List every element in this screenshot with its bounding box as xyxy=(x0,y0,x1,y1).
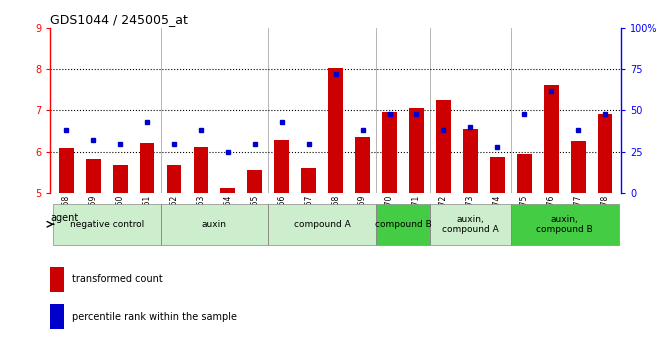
Bar xyxy=(376,204,430,245)
Bar xyxy=(160,204,269,245)
Bar xyxy=(269,204,376,245)
Text: compound A: compound A xyxy=(294,220,351,229)
Bar xyxy=(430,204,511,245)
Text: transformed count: transformed count xyxy=(71,275,162,284)
Text: auxin: auxin xyxy=(202,220,227,229)
Bar xyxy=(275,140,289,193)
Bar xyxy=(570,141,586,193)
Bar xyxy=(409,108,424,193)
Text: auxin,
compound A: auxin, compound A xyxy=(442,215,499,234)
Text: agent: agent xyxy=(51,213,79,223)
Bar xyxy=(382,112,397,193)
Bar xyxy=(436,100,451,193)
Text: GDS1044 / 245005_at: GDS1044 / 245005_at xyxy=(50,13,188,27)
Bar xyxy=(511,204,619,245)
Bar xyxy=(301,168,316,193)
Text: compound B: compound B xyxy=(375,220,432,229)
Bar xyxy=(86,159,101,193)
Bar xyxy=(544,85,558,193)
Bar xyxy=(463,129,478,193)
Text: auxin,
compound B: auxin, compound B xyxy=(536,215,593,234)
Bar xyxy=(166,166,182,193)
Bar xyxy=(50,267,64,292)
Bar xyxy=(140,143,154,193)
Bar xyxy=(355,137,370,193)
Bar xyxy=(59,148,73,193)
Bar xyxy=(50,304,64,328)
Bar xyxy=(194,147,208,193)
Text: negative control: negative control xyxy=(69,220,144,229)
Bar xyxy=(220,188,235,193)
Bar xyxy=(598,114,613,193)
Bar xyxy=(113,166,128,193)
Bar xyxy=(247,170,263,193)
Bar xyxy=(517,154,532,193)
Bar xyxy=(328,68,343,193)
Bar xyxy=(490,157,505,193)
Text: percentile rank within the sample: percentile rank within the sample xyxy=(71,312,236,322)
Bar xyxy=(53,204,160,245)
